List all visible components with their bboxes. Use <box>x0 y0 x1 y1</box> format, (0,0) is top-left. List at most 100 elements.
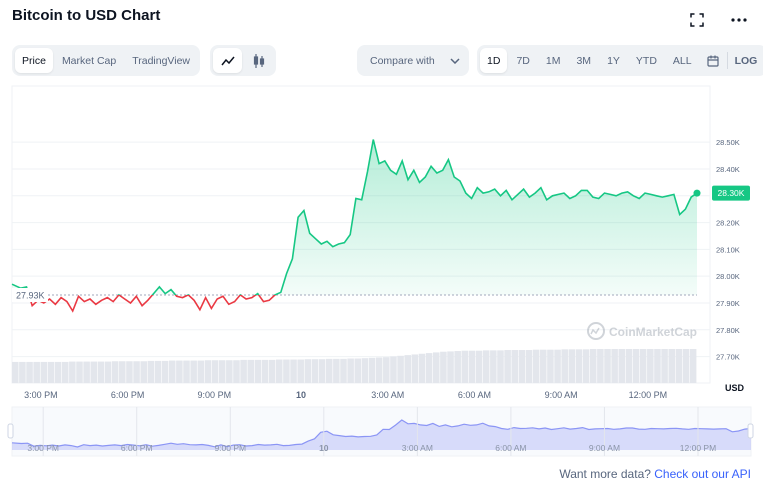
volume-bar <box>119 361 126 383</box>
volume-bar <box>318 359 326 383</box>
volume-bar <box>632 349 640 383</box>
range-1y[interactable]: 1Y <box>607 54 620 67</box>
volume-bar <box>361 358 369 383</box>
volume-bar <box>390 356 397 383</box>
x-tick-label: 12:00 PM <box>629 390 668 400</box>
volume-bar <box>547 349 554 383</box>
volume-bar <box>504 350 511 383</box>
volume-bar <box>197 360 205 383</box>
volume-bar <box>290 359 297 383</box>
volume-bar <box>582 349 590 383</box>
volume-bar <box>654 349 661 383</box>
price-line-down <box>28 294 277 313</box>
candlestick-icon[interactable] <box>244 48 273 73</box>
navigator-area <box>12 420 751 450</box>
range-ytd[interactable]: YTD <box>635 54 657 67</box>
range-3m[interactable]: 3M <box>576 54 592 67</box>
compare-with-dropdown[interactable]: Compare with <box>357 45 469 76</box>
volume-bar <box>54 361 62 383</box>
footer-text: Want more data? <box>559 467 651 481</box>
volume-bar <box>568 349 576 383</box>
volume-bar <box>468 350 476 383</box>
y-tick-label: 28.40K <box>716 165 740 174</box>
api-link[interactable]: Check out our API <box>654 467 751 481</box>
volume-bar <box>604 349 611 383</box>
volume-bar <box>168 360 176 383</box>
navigator-right-handle[interactable] <box>747 423 754 439</box>
x-tick-label: 3:00 PM <box>24 390 58 400</box>
tab-market-cap[interactable]: Market Cap <box>61 54 117 67</box>
volume-bar <box>133 361 140 383</box>
volume-bar <box>425 353 433 383</box>
volume-bar <box>154 360 162 383</box>
volume-bar <box>33 361 40 383</box>
volume-bar <box>668 349 675 383</box>
volume-bar <box>639 349 647 383</box>
volume-bar <box>276 359 283 383</box>
volume-bar <box>226 360 233 383</box>
tab-tradingview[interactable]: TradingView <box>132 54 190 67</box>
volume-bars <box>12 349 697 383</box>
volume-bar <box>97 361 105 383</box>
volume-bar <box>61 361 69 383</box>
volume-bar <box>454 351 461 383</box>
volume-bar <box>240 359 247 383</box>
volume-bar <box>183 360 190 383</box>
log-toggle[interactable]: LOG <box>726 52 763 69</box>
volume-bar <box>83 361 90 383</box>
price-area-fill <box>12 139 697 295</box>
navigator-left-handle[interactable] <box>7 423 14 439</box>
y-tick-label: 28.00K <box>716 272 740 281</box>
range-7d[interactable]: 7D <box>516 54 530 67</box>
fullscreen-icon[interactable] <box>687 10 707 30</box>
navigator[interactable]: 3:00 PM 6:00 PM 9:00 PM 10 3:00 AM 6:00 AM 9:0… <box>7 406 754 457</box>
volume-bar <box>554 349 561 383</box>
navigator-ticks: 3:00 PM 6:00 PM 9:00 PM 10 3:00 AM 6:00 AM 9:0… <box>27 407 716 456</box>
navigator-tick-label: 3:00 AM <box>402 443 433 453</box>
line-chart-icon[interactable] <box>213 48 242 73</box>
range-1m[interactable]: 1M <box>545 54 561 67</box>
volume-bar <box>325 358 333 383</box>
y-tick-label: 28.50K <box>716 138 740 147</box>
volume-bar <box>204 360 212 383</box>
volume-bar <box>340 358 347 383</box>
volume-bar <box>261 359 269 383</box>
volume-bar <box>397 355 404 383</box>
volume-bar <box>190 360 197 383</box>
x-axis-ticks: 3:00 PM 6:00 PM 9:00 PM 10 3:00 AM 6:00 AM 9:0… <box>24 390 667 400</box>
volume-bar <box>383 357 390 383</box>
volume-bar <box>126 361 133 383</box>
volume-bar <box>682 349 690 383</box>
volume-bar <box>497 350 504 383</box>
volume-bar <box>461 350 469 383</box>
volume-bar <box>475 350 483 383</box>
volume-bar <box>333 358 340 383</box>
volume-bar <box>411 354 419 383</box>
volume-bar <box>561 349 568 383</box>
volume-bar <box>432 352 440 383</box>
volume-bar <box>347 358 354 383</box>
volume-bar <box>597 349 604 383</box>
current-price-tag: 28.30K <box>712 185 750 201</box>
x-tick-label: 10 <box>296 390 306 400</box>
range-all[interactable]: ALL <box>672 54 692 67</box>
view-tabs: Price Market Cap TradingView <box>12 45 200 76</box>
volume-bar <box>490 350 497 383</box>
volume-bar <box>147 360 155 383</box>
calendar-icon[interactable] <box>701 48 725 73</box>
volume-bar <box>140 361 147 383</box>
x-tick-label: 9:00 AM <box>545 390 578 400</box>
volume-bar <box>12 361 19 383</box>
volume-bar <box>76 361 83 383</box>
volume-bar <box>268 359 276 383</box>
volume-bar <box>447 351 454 383</box>
currency-label: USD <box>725 383 745 393</box>
navigator-tick-label: 9:00 AM <box>589 443 620 453</box>
volume-bar <box>111 361 119 383</box>
tab-price[interactable]: Price <box>15 48 53 73</box>
open-price-label: 27.93K <box>16 291 45 301</box>
range-1d[interactable]: 1D <box>480 48 508 73</box>
volume-bar <box>618 349 626 383</box>
volume-bar <box>297 359 304 383</box>
more-options-icon[interactable] <box>729 10 749 30</box>
